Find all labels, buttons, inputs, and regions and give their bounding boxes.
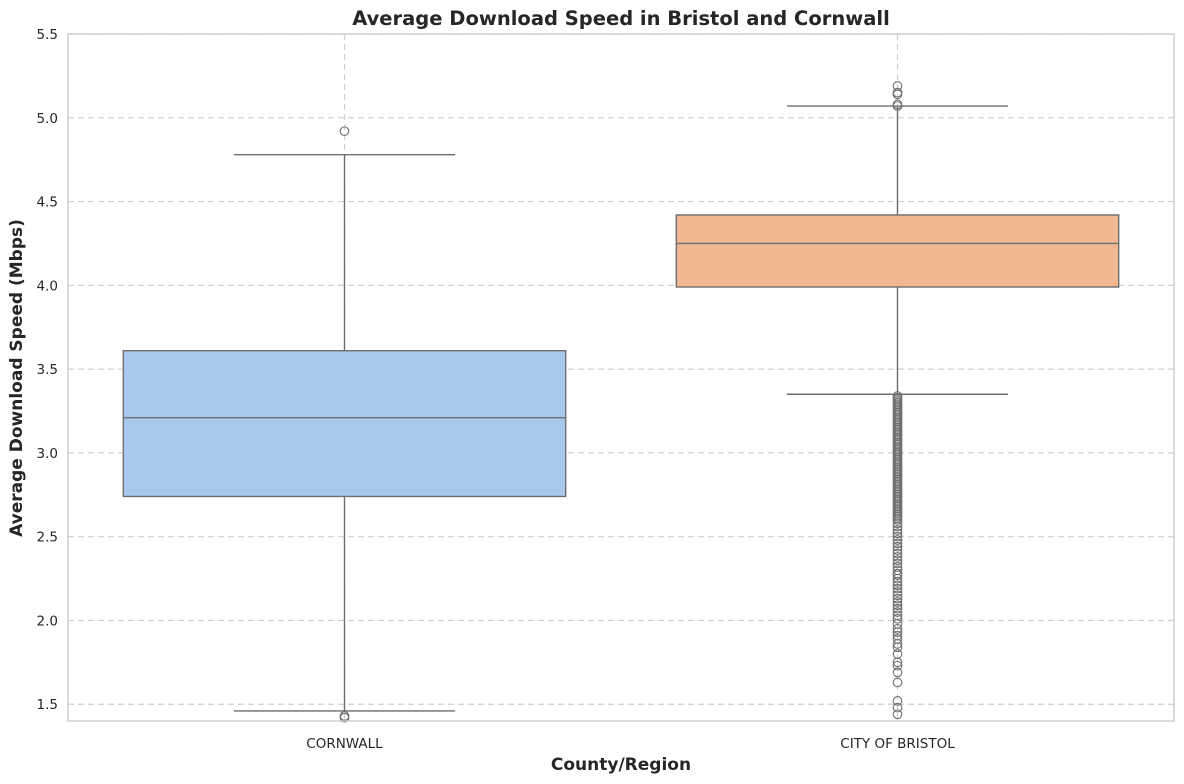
boxes	[122, 81, 1120, 723]
outlier-point	[892, 570, 903, 581]
outlier-point	[892, 587, 903, 597]
x-axis-label: County/Region	[551, 755, 691, 775]
outlier-point	[892, 535, 903, 545]
plot-frame	[67, 33, 1175, 722]
box-body	[675, 214, 1120, 288]
box-group	[675, 81, 1120, 720]
outlier-point	[892, 528, 903, 539]
outlier-point	[892, 577, 903, 587]
outlier-point	[339, 126, 350, 137]
outlier-point	[892, 89, 903, 100]
outlier-point	[892, 709, 903, 720]
outlier-point	[892, 642, 903, 653]
y-axis-label: Average Download Speed (Mbps)	[7, 219, 27, 537]
outlier-point	[892, 593, 903, 604]
outlier-point	[892, 551, 903, 562]
x-tick-label: CITY OF BRISTOL	[840, 736, 955, 752]
outlier-point	[339, 712, 350, 723]
outlier-point	[892, 657, 903, 668]
outlier-point	[892, 515, 903, 525]
outlier-point	[892, 518, 903, 529]
outlier-point	[892, 541, 903, 552]
y-tick-label: 5.0	[37, 111, 58, 127]
box-body	[122, 349, 567, 498]
outlier-point	[892, 590, 903, 601]
box-group	[122, 126, 567, 723]
y-tick-label: 4.5	[37, 195, 58, 211]
outlier-point	[892, 677, 903, 688]
outlier-point	[892, 623, 903, 634]
chart-title: Average Download Speed in Bristol and Co…	[352, 7, 890, 30]
outlier-point	[892, 548, 903, 559]
outlier-point	[892, 573, 903, 584]
outlier-point	[892, 627, 903, 638]
outlier-point	[892, 521, 903, 532]
outlier-point	[892, 525, 903, 535]
outlier-point	[892, 660, 903, 671]
y-tick-label: 2.0	[37, 613, 58, 629]
outlier-point	[892, 603, 903, 614]
outlier-point	[892, 583, 903, 594]
y-axis-ticks: 1.5 2.0 2.5 3.0 3.5 4.0 4.5 5.0 5.5	[37, 27, 58, 713]
x-axis-ticks: CORNWALL CITY OF BRISTOL	[306, 736, 955, 752]
outlier-point	[892, 639, 903, 649]
outlier-point	[892, 667, 903, 678]
outlier-point	[892, 600, 903, 611]
outlier-point	[892, 597, 903, 607]
y-tick-label: 5.5	[37, 27, 58, 43]
outlier-point	[892, 531, 903, 542]
outlier-point	[892, 538, 903, 549]
outlier-point	[892, 607, 903, 617]
y-tick-label: 4.0	[37, 278, 58, 294]
outlier-point	[892, 702, 903, 713]
outlier-point	[892, 696, 903, 706]
y-tick-label: 3.5	[37, 362, 58, 378]
y-tick-label: 2.5	[37, 530, 58, 546]
outlier-point	[892, 558, 903, 569]
outlier-point	[892, 555, 903, 565]
outlier-point	[892, 545, 903, 555]
y-tick-label: 3.0	[37, 446, 58, 462]
outlier-point	[892, 101, 903, 111]
x-tick-label: CORNWALL	[306, 736, 383, 752]
y-tick-label: 1.5	[37, 697, 58, 713]
outlier-point	[892, 613, 903, 624]
outlier-point	[892, 580, 903, 591]
